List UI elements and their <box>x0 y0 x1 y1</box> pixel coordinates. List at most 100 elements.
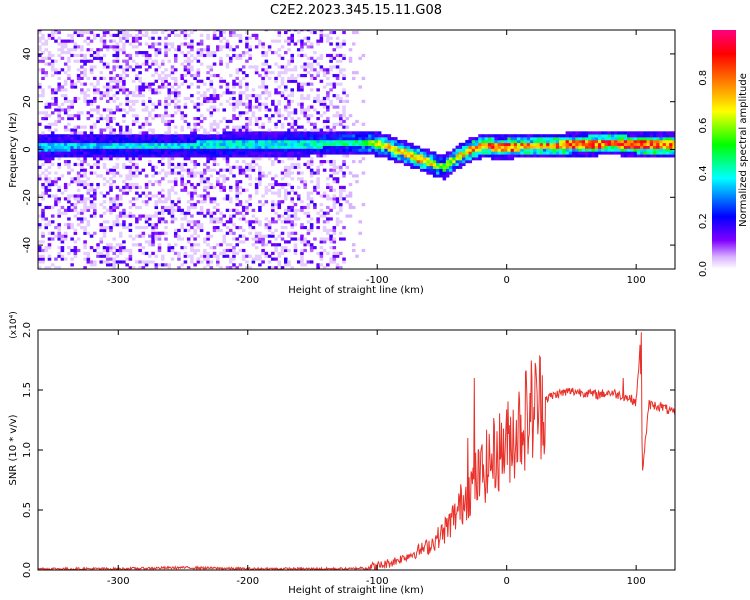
heatmap-cell <box>177 137 181 141</box>
heatmap-cell <box>290 171 295 175</box>
heatmap-cell <box>125 257 129 261</box>
heatmap-cell <box>319 251 324 255</box>
heatmap-cell <box>361 139 366 144</box>
heatmap-cell <box>190 137 194 141</box>
heatmap-cell <box>332 168 337 172</box>
heatmap-cell <box>190 248 194 253</box>
heatmap-cell <box>160 30 165 35</box>
heatmap-cell <box>186 266 191 269</box>
heatmap-cell <box>173 154 178 158</box>
heatmap-cell <box>67 182 71 187</box>
heatmap-cell <box>264 217 269 221</box>
heatmap-cell <box>70 53 74 58</box>
heatmap-cell <box>565 151 570 155</box>
heatmap-cell <box>203 214 207 218</box>
heatmap-cell <box>562 142 566 146</box>
heatmap-cell <box>177 162 181 167</box>
heatmap-cell <box>283 182 288 187</box>
heatmap-cell <box>209 79 214 83</box>
heatmap-cell <box>484 145 489 149</box>
heatmap-cell <box>238 148 243 152</box>
heatmap-cell <box>157 234 162 238</box>
heatmap-cell <box>339 134 343 138</box>
heatmap-cell <box>122 42 126 46</box>
heatmap-cell <box>76 79 81 83</box>
heatmap-cell <box>669 151 673 155</box>
heatmap-cell <box>283 105 288 109</box>
heatmap-cell <box>151 223 155 227</box>
heatmap-cell <box>271 191 275 195</box>
heatmap-cell <box>199 177 204 181</box>
heatmap-cell <box>73 231 78 235</box>
figure-title: C2E2.2023.345.15.11.G08 <box>270 3 442 18</box>
heatmap-cell <box>160 177 165 181</box>
heatmap-cell <box>190 94 194 98</box>
heatmap-cell <box>316 96 320 101</box>
heatmap-cell <box>57 266 61 269</box>
heatmap-cell <box>332 251 337 255</box>
heatmap-cell <box>148 36 152 40</box>
heatmap-cell <box>287 208 291 212</box>
heatmap-cell <box>329 174 333 178</box>
heatmap-cell <box>572 151 576 155</box>
heatmap-cell <box>432 157 437 161</box>
heatmap-cell <box>358 85 362 89</box>
heatmap-cell <box>248 182 252 187</box>
heatmap-cell <box>283 108 288 112</box>
heatmap-cell <box>83 157 87 161</box>
heatmap-cell <box>203 248 207 253</box>
heatmap-cell <box>303 248 307 253</box>
heatmap-cell <box>164 148 168 152</box>
heatmap-cell <box>209 134 214 138</box>
heatmap-cell <box>118 131 123 135</box>
heatmap-cell <box>41 197 45 201</box>
heatmap-cell <box>581 137 586 141</box>
heatmap-cell <box>326 228 330 233</box>
heatmap-cell <box>186 33 191 37</box>
heatmap-cell <box>455 145 460 149</box>
heatmap-cell <box>141 148 146 152</box>
heatmap-cell <box>277 30 282 35</box>
heatmap-cell <box>102 53 107 58</box>
heatmap-cell <box>254 99 259 103</box>
heatmap-cell <box>41 94 45 98</box>
heatmap-cell <box>254 119 259 124</box>
heatmap-cell <box>643 148 647 152</box>
heatmap-cell <box>672 151 675 155</box>
heatmap-cell <box>296 131 301 135</box>
heatmap-cell <box>67 116 71 121</box>
heatmap-cell <box>238 82 243 86</box>
heatmap-cell <box>254 137 259 141</box>
heatmap-cell <box>164 68 168 72</box>
heatmap-cell <box>290 220 295 224</box>
heatmap-cell <box>70 203 74 207</box>
heatmap-cell <box>105 119 110 124</box>
heatmap-cell <box>672 134 675 138</box>
heatmap-cell <box>245 30 249 35</box>
heatmap-cell <box>86 145 91 149</box>
heatmap-cell <box>585 134 589 138</box>
heatmap-cell <box>627 151 631 155</box>
heatmap-cell <box>348 148 353 152</box>
heatmap-cell <box>180 225 184 230</box>
heatmap-cell <box>135 145 139 149</box>
heatmap-cell <box>280 151 285 155</box>
heatmap-cell <box>277 254 282 258</box>
heatmap-cell <box>160 142 165 146</box>
heatmap-cell <box>339 266 343 269</box>
heatmap-cell <box>67 33 71 37</box>
heatmap-cell <box>326 76 330 81</box>
heatmap-cell <box>306 151 311 155</box>
heatmap-cell <box>258 96 262 101</box>
heatmap-cell <box>209 53 214 58</box>
heatmap-cell <box>261 154 265 158</box>
heatmap-cell <box>131 182 136 187</box>
heatmap-cell <box>361 171 366 175</box>
heatmap-cell <box>173 56 178 60</box>
heatmap-cell <box>455 151 460 155</box>
heatmap-cell <box>115 157 120 161</box>
heatmap-cell <box>546 154 550 158</box>
heatmap-cell <box>105 225 110 230</box>
heatmap-cell <box>293 142 298 146</box>
